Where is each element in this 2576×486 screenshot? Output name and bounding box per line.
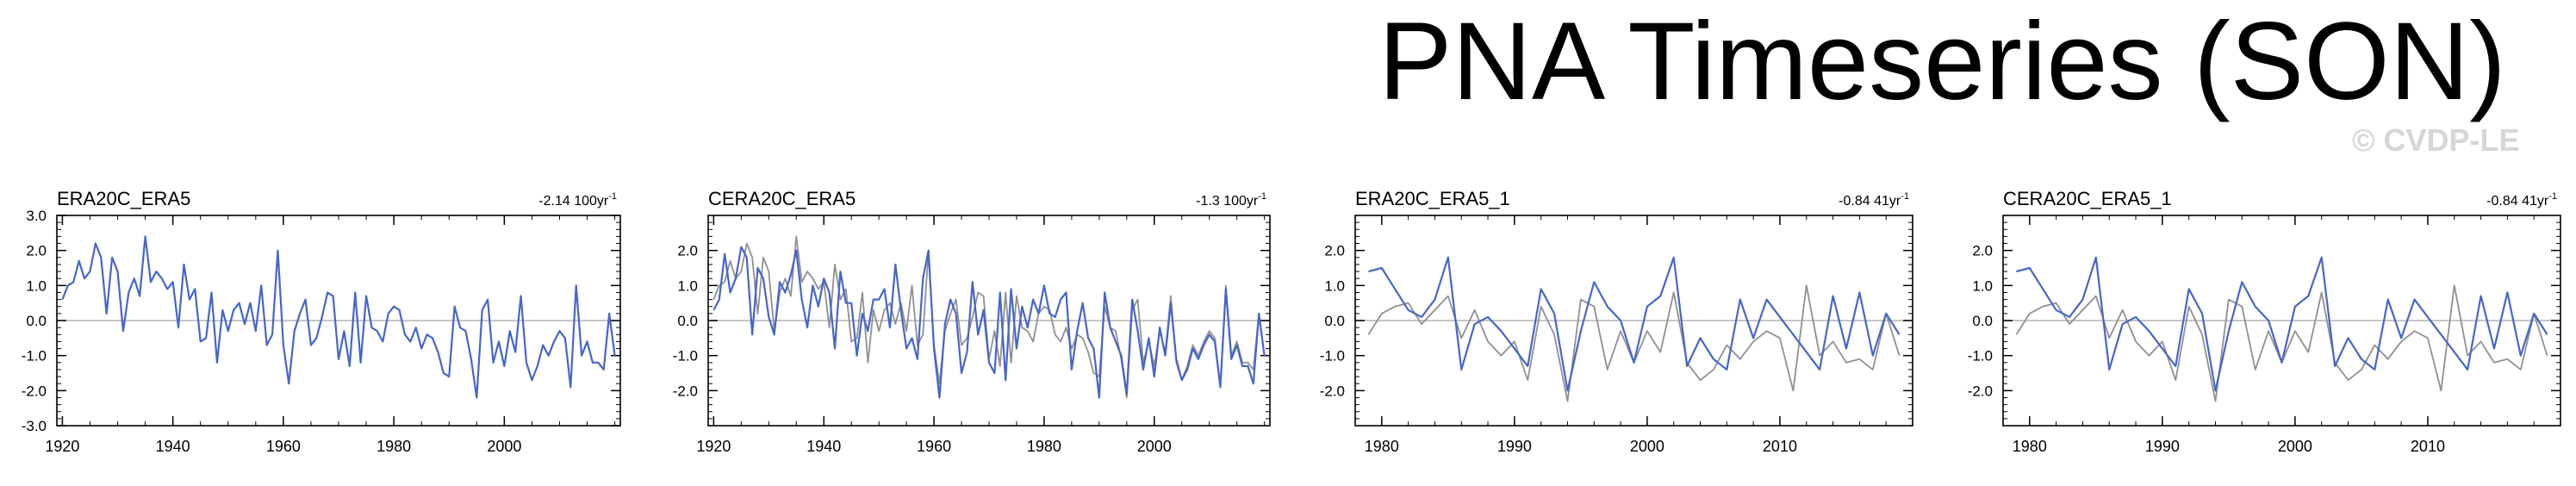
trend-superscript: -1 — [1901, 191, 1909, 202]
x-tick-label: 1980 — [1365, 438, 1399, 455]
x-tick-label: 1990 — [2145, 438, 2180, 455]
trend-label: -2.14 100yr-1 — [538, 191, 617, 209]
plot-frame — [2002, 215, 2561, 427]
y-tick-label: -1.0 — [22, 348, 47, 364]
panel-1: ERA20C_ERA5 -2.14 100yr-1 3.0 2.0 1.0 0.0 -1.0… — [22, 188, 621, 455]
x-tick-label: 1990 — [1497, 438, 1532, 455]
x-tick-label: 1960 — [266, 438, 301, 455]
x-tick-label: 1940 — [806, 438, 841, 455]
x-tick-label: 1980 — [1027, 438, 1061, 455]
x-tick-label: 1980 — [376, 438, 411, 455]
x-tick-label: 2000 — [1137, 438, 1172, 455]
panel-title: CERA20C_ERA5 — [708, 188, 856, 209]
panel-title: ERA20C_ERA5_1 — [1355, 188, 1510, 209]
y-tick-label: -1.0 — [1968, 348, 1993, 364]
trend-label: -0.84 41yr-1 — [1839, 191, 1909, 209]
y-tick-label: 2.0 — [677, 243, 698, 259]
y-tick-label: 1.0 — [26, 277, 47, 294]
panel-4: CERA20C_ERA5_1 -0.84 41yr-1 2.0 1.0 0.0 -1.0 -… — [1968, 188, 2561, 455]
x-tick-label: 1920 — [45, 438, 79, 455]
y-tick-label: -3.0 — [22, 418, 47, 434]
trend-label: -1.3 100yr-1 — [1196, 191, 1266, 209]
trend-superscript: -1 — [1258, 191, 1266, 202]
page-title: PNA Timeseries (SON) — [1378, 0, 2506, 123]
trend-label: -0.84 41yr-1 — [2486, 191, 2557, 209]
x-tick-label: 2000 — [487, 438, 521, 455]
y-tick-label: 1.0 — [677, 277, 698, 294]
series-line-cera20c-era5 — [712, 246, 1266, 399]
y-tick-label: -2.0 — [673, 383, 698, 399]
y-tick-label: 2.0 — [1972, 243, 1993, 259]
series-line-era5 — [1368, 256, 1901, 392]
y-tick-label: 2.0 — [26, 243, 47, 259]
panel-title: CERA20C_ERA5_1 — [2003, 188, 2172, 209]
watermark: © CVDP-LE — [2352, 122, 2520, 158]
series-line-era20c — [1367, 284, 1901, 402]
x-tick-label: 1920 — [696, 438, 731, 455]
y-tick-label: -2.0 — [1968, 383, 1993, 399]
panel-title: ERA20C_ERA5 — [57, 188, 190, 209]
series-line-era5 — [2016, 256, 2548, 392]
y-tick-label: 1.0 — [1324, 277, 1345, 294]
y-tick-label: 0.0 — [1324, 313, 1345, 329]
x-tick-label: 2000 — [2278, 438, 2312, 455]
panel-2: CERA20C_ERA5 -1.3 100yr-1 2.0 1.0 0.0 -1.0 -2.… — [673, 188, 1271, 455]
plot-frame — [707, 215, 1271, 427]
x-tick-label: 1940 — [156, 438, 190, 455]
y-tick-label: 0.0 — [1972, 313, 1993, 329]
series-line-era20c-era5 — [712, 235, 1266, 399]
y-tick-label: 3.0 — [26, 208, 47, 224]
panel-3: ERA20C_ERA5_1 -0.84 41yr-1 2.0 1.0 0.0 -1.0 -2… — [1320, 188, 1913, 455]
x-tick-label: 1980 — [2013, 438, 2047, 455]
y-tick-label: -2.0 — [1320, 383, 1345, 399]
y-tick-label: 2.0 — [1324, 243, 1345, 259]
x-tick-label: 1960 — [917, 438, 951, 455]
y-tick-label: 1.0 — [1972, 277, 1993, 294]
y-tick-label: -2.0 — [22, 383, 47, 399]
y-tick-label: 0.0 — [26, 313, 47, 329]
trend-superscript: -1 — [2548, 191, 2557, 202]
y-tick-label: -1.0 — [1320, 348, 1345, 364]
y-tick-label: -1.0 — [673, 348, 698, 364]
x-tick-label: 2000 — [1630, 438, 1664, 455]
plot-frame — [1354, 215, 1913, 427]
x-tick-label: 2010 — [2411, 438, 2445, 455]
series-line-cera20c — [2015, 284, 2548, 402]
plot-frame — [56, 215, 621, 427]
series-line-era20c-era5 — [61, 235, 616, 399]
x-tick-label: 2010 — [1763, 438, 1797, 455]
trend-superscript: -1 — [608, 191, 617, 202]
y-tick-label: 0.0 — [677, 313, 698, 329]
